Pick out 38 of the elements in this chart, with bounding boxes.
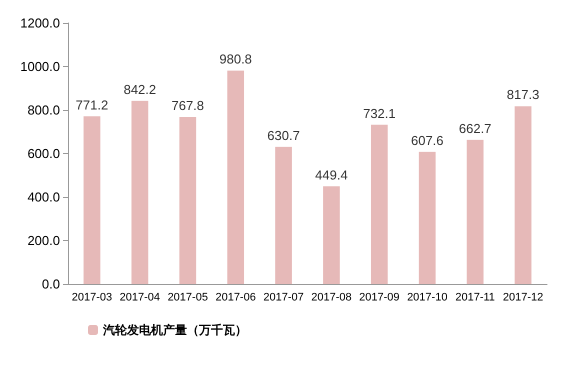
x-tick-label: 2017-03 [72,292,112,304]
data-label: 607.6 [410,132,444,148]
bar [179,117,196,284]
bar [418,152,436,284]
data-label: 449.4 [315,167,348,182]
x-tick-label: 2017-07 [263,292,304,304]
y-tick-label: 1200.0 [20,16,60,30]
y-tick-label: 400.0 [27,190,60,204]
bar [370,124,388,284]
bar [131,100,148,284]
x-tick-label: 2017-09 [359,292,400,304]
data-label: 817.3 [506,87,540,102]
data-label: 767.8 [171,98,204,114]
x-tick-label: 2017-06 [215,292,256,304]
x-tick-label: 2017-11 [455,292,495,304]
x-tick-label: 2017-08 [311,292,352,304]
y-tick-label: 0.0 [42,276,60,292]
data-label: 662.7 [458,120,492,136]
data-label: 980.8 [219,52,252,67]
bar [275,146,292,284]
bar [84,116,100,284]
data-label: 842.2 [124,82,156,97]
data-label: 630.7 [267,128,300,143]
x-tick-label: 2017-04 [120,292,160,304]
y-tick-label: 200.0 [27,233,60,248]
bar [514,106,532,284]
x-tick-label: 2017-12 [502,292,544,304]
y-tick-label: 600.0 [27,146,60,161]
data-label: 732.1 [363,106,396,121]
y-tick-label: 1000.0 [20,59,60,74]
data-label: 771.2 [76,97,108,112]
bar [323,186,340,284]
y-tick-label: 800.0 [27,102,60,118]
x-tick-label: 2017-05 [168,292,208,304]
x-tick-label: 2017-10 [407,292,448,304]
bar [227,70,244,284]
legend-label: 汽轮发电机产量（万千瓦） [102,323,247,337]
bar [466,140,484,284]
